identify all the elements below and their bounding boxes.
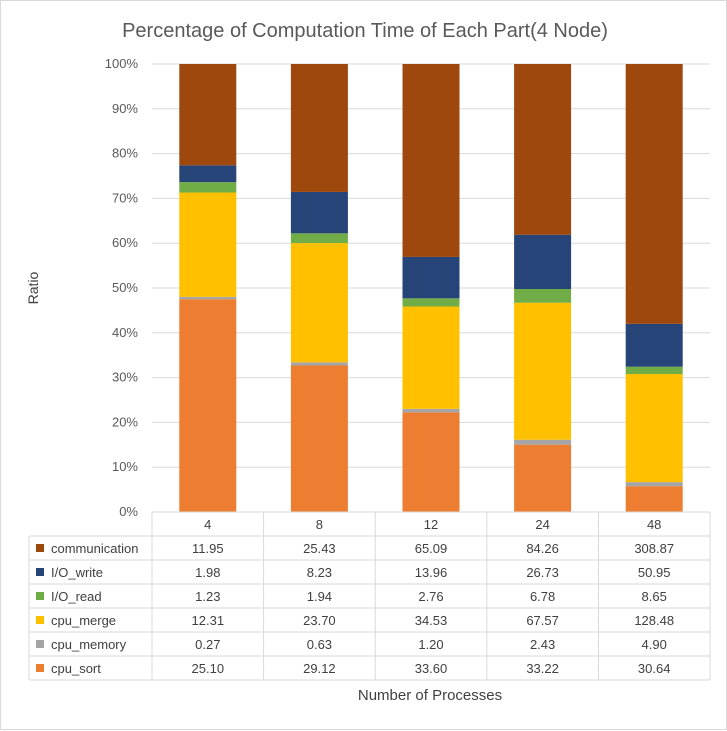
y-tick-label: 100%: [105, 56, 139, 71]
legend-key: [36, 544, 44, 552]
legend-key: [36, 616, 44, 624]
bar-segment-cpu-merge: [179, 192, 237, 297]
legend-label: communication: [51, 541, 138, 556]
x-tick-label: 24: [535, 517, 549, 532]
x-tick-label: 12: [424, 517, 438, 532]
table-cell: 0.63: [307, 637, 332, 652]
y-tick-label: 0%: [119, 504, 138, 519]
bar-segment-i-o-read: [402, 298, 460, 307]
bar-segment-i-o-write: [179, 165, 237, 183]
bar-segment-i-o-read: [290, 233, 348, 244]
table-cell: 33.60: [415, 661, 448, 676]
y-axis-label: Ratio: [25, 271, 41, 304]
table-cell: 8.23: [307, 565, 332, 580]
bar-segment-communication: [179, 64, 237, 166]
bar-segment-i-o-read: [179, 182, 237, 193]
table-cell: 2.43: [530, 637, 555, 652]
bar-segment-cpu-sort: [179, 299, 237, 512]
table-cell: 308.87: [634, 541, 674, 556]
table-cell: 84.26: [526, 541, 559, 556]
legend-label: cpu_merge: [51, 613, 116, 628]
bar-segment-cpu-merge: [625, 374, 683, 483]
table-cell: 128.48: [634, 613, 674, 628]
y-tick-label: 40%: [112, 325, 138, 340]
legend-label: cpu_memory: [51, 637, 127, 652]
y-tick-label: 70%: [112, 190, 138, 205]
legend-key: [36, 664, 44, 672]
y-axis-ticks: 0% 10% 20% 30% 40% 50% 60% 70% 80% 90% 100%: [105, 56, 139, 519]
bar-segment-cpu-memory: [179, 296, 237, 300]
y-tick-label: 10%: [112, 459, 138, 474]
table-cell: 33.22: [526, 661, 559, 676]
bar-segment-cpu-memory: [514, 439, 572, 445]
bar-segment-cpu-sort: [625, 486, 683, 512]
legend-label: I/O_read: [51, 589, 102, 604]
y-tick-label: 80%: [112, 146, 138, 161]
bar-segment-communication: [514, 64, 572, 235]
table-cell: 67.57: [526, 613, 559, 628]
table-cell: 12.31: [192, 613, 225, 628]
bar-segment-i-o-write: [402, 256, 460, 299]
bar-segment-i-o-read: [625, 366, 683, 375]
table-cell: 2.76: [418, 589, 443, 604]
x-tick-label: 4: [204, 517, 211, 532]
bar-segment-communication: [625, 64, 683, 324]
table-cell: 1.23: [195, 589, 220, 604]
table-cell: 25.43: [303, 541, 336, 556]
x-tick-label: 8: [316, 517, 323, 532]
bar-segment-cpu-sort: [290, 365, 348, 512]
bar-segment-i-o-read: [514, 289, 572, 303]
y-tick-label: 60%: [112, 235, 138, 250]
bar-segment-i-o-write: [625, 323, 683, 367]
table-cell: 0.27: [195, 637, 220, 652]
bar-segment-cpu-merge: [290, 243, 348, 363]
table-cell: 1.20: [418, 637, 443, 652]
legend-label: cpu_sort: [51, 661, 101, 676]
table-cell: 1.94: [307, 589, 332, 604]
bar-segment-cpu-memory: [402, 408, 460, 413]
x-axis-label: Number of Processes: [358, 687, 502, 704]
legend-label: I/O_write: [51, 565, 103, 580]
bars: [179, 64, 683, 512]
bar-segment-cpu-merge: [402, 306, 460, 409]
table-cell: 30.64: [638, 661, 671, 676]
legend-key: [36, 592, 44, 600]
table-cell: 4.90: [642, 637, 667, 652]
bar-segment-communication: [402, 64, 460, 257]
table-cell: 23.70: [303, 613, 336, 628]
table-cell: 6.78: [530, 589, 555, 604]
y-tick-label: 20%: [112, 414, 138, 429]
table-cell: 26.73: [526, 565, 559, 580]
x-tick-label: 48: [647, 517, 661, 532]
bar-segment-cpu-memory: [625, 482, 683, 487]
bar-segment-cpu-merge: [514, 302, 572, 440]
table-cell: 1.98: [195, 565, 220, 580]
table-cell: 65.09: [415, 541, 448, 556]
y-tick-label: 50%: [112, 280, 138, 295]
y-tick-label: 30%: [112, 370, 138, 385]
table-cell: 50.95: [638, 565, 671, 580]
table-cell: 8.65: [642, 589, 667, 604]
legend-key: [36, 640, 44, 648]
table-cell: 29.12: [303, 661, 336, 676]
table-cell: 34.53: [415, 613, 448, 628]
table-cell: 25.10: [192, 661, 225, 676]
table-cell: 11.95: [192, 541, 224, 556]
bar-segment-cpu-memory: [290, 362, 348, 366]
bar-segment-cpu-sort: [514, 444, 572, 512]
chart-title: Percentage of Computation Time of Each P…: [122, 20, 608, 42]
bar-segment-i-o-write: [514, 234, 572, 290]
bar-segment-cpu-sort: [402, 412, 460, 512]
bar-segment-communication: [290, 64, 348, 192]
table-cell: 13.96: [415, 565, 448, 580]
bar-segment-i-o-write: [290, 191, 348, 234]
y-tick-label: 90%: [112, 101, 138, 116]
legend-key: [36, 568, 44, 576]
